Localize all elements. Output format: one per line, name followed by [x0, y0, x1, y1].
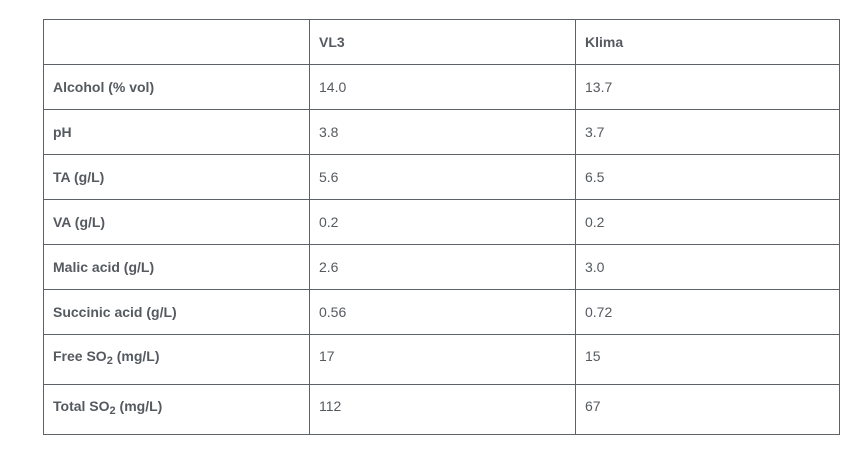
header-cell-empty [43, 19, 310, 65]
row-label: Total SO2 (mg/L) [43, 384, 310, 435]
vl3-value: 2.6 [309, 244, 576, 290]
header-cell-klima: Klima [575, 19, 840, 65]
row-label: VA (g/L) [43, 199, 310, 245]
klima-value: 67 [575, 384, 840, 435]
table-row: pH 3.8 3.7 [43, 109, 840, 155]
row-label: TA (g/L) [43, 154, 310, 200]
vl3-value: 5.6 [309, 154, 576, 200]
wine-analysis-table: VL3 Klima Alcohol (% vol) 14.0 13.7 pH 3.… [43, 19, 840, 435]
row-label: Free SO2 (mg/L) [43, 334, 310, 385]
vl3-value: 112 [309, 384, 576, 435]
subscript: 2 [109, 405, 116, 417]
vl3-value: 0.56 [309, 289, 576, 335]
klima-value: 3.7 [575, 109, 840, 155]
row-label: pH [43, 109, 310, 155]
header-cell-vl3: VL3 [309, 19, 576, 65]
table-row: Succinic acid (g/L) 0.56 0.72 [43, 289, 840, 335]
subscript: 2 [106, 355, 113, 367]
row-label: Succinic acid (g/L) [43, 289, 310, 335]
label-pre: Total SO [53, 398, 110, 414]
klima-value: 6.5 [575, 154, 840, 200]
table-row: Alcohol (% vol) 14.0 13.7 [43, 64, 840, 110]
vl3-value: 17 [309, 334, 576, 385]
label-pre: Free SO [53, 348, 107, 364]
klima-value: 0.2 [575, 199, 840, 245]
header-row: VL3 Klima [43, 19, 840, 65]
label-post: (mg/L) [112, 348, 160, 364]
klima-value: 3.0 [575, 244, 840, 290]
table-row: VA (g/L) 0.2 0.2 [43, 199, 840, 245]
table-row: Malic acid (g/L) 2.6 3.0 [43, 244, 840, 290]
vl3-value: 0.2 [309, 199, 576, 245]
vl3-value: 3.8 [309, 109, 576, 155]
label-post: (mg/L) [115, 398, 163, 414]
table-row: TA (g/L) 5.6 6.5 [43, 154, 840, 200]
row-label: Malic acid (g/L) [43, 244, 310, 290]
row-label: Alcohol (% vol) [43, 64, 310, 110]
klima-value: 15 [575, 334, 840, 385]
table-row: Total SO2 (mg/L) 112 67 [43, 384, 840, 435]
table-row: Free SO2 (mg/L) 17 15 [43, 334, 840, 385]
vl3-value: 14.0 [309, 64, 576, 110]
klima-value: 0.72 [575, 289, 840, 335]
klima-value: 13.7 [575, 64, 840, 110]
